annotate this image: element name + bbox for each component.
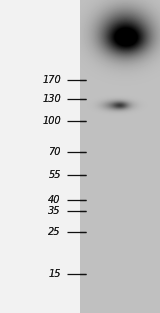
Text: 15: 15 [48,269,61,279]
Text: 40: 40 [48,195,61,205]
Text: 170: 170 [42,75,61,85]
Bar [0,0,80,313]
Text: 100: 100 [42,115,61,126]
Bar [0,0,80,313]
Text: 35: 35 [48,206,61,216]
Text: 25: 25 [48,227,61,237]
Text: 100: 100 [42,115,61,126]
Text: 55: 55 [48,170,61,180]
Text: 130: 130 [42,94,61,104]
Text: 25: 25 [48,227,61,237]
Text: 130: 130 [42,94,61,104]
Text: 170: 170 [42,75,61,85]
Text: 70: 70 [48,147,61,157]
Text: 15: 15 [48,269,61,279]
Text: 35: 35 [48,206,61,216]
Text: 40: 40 [48,195,61,205]
Text: 70: 70 [48,147,61,157]
Text: 55: 55 [48,170,61,180]
